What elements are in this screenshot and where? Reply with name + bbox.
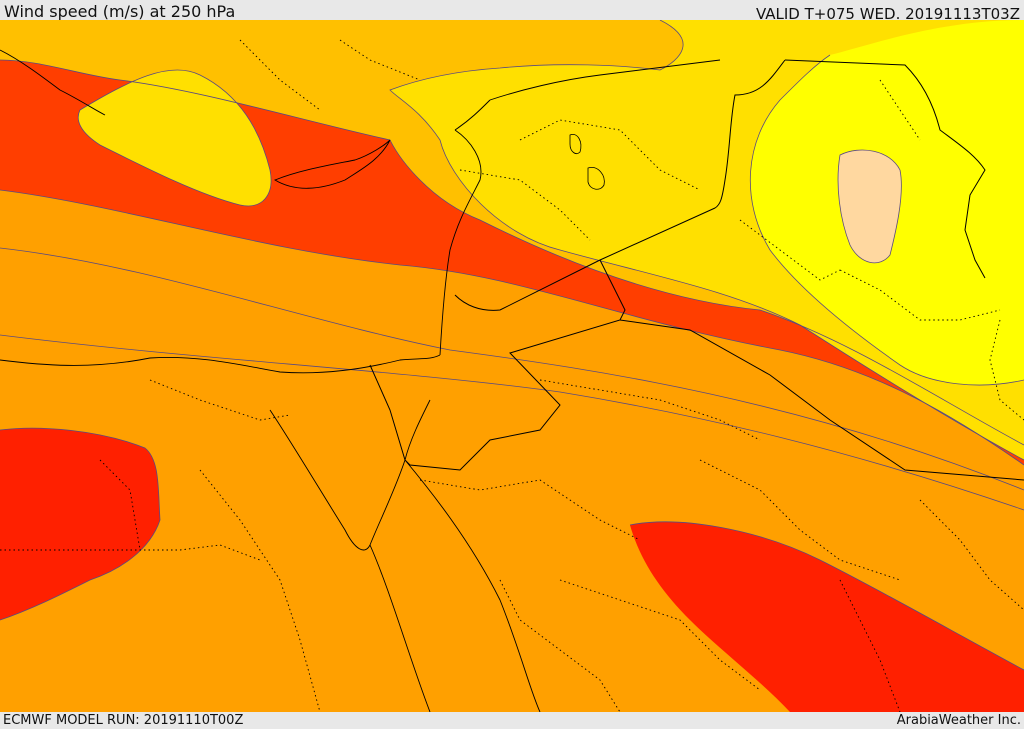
coastlines xyxy=(0,49,721,712)
header: Wind speed (m/s) at 250 hPa VALID T+075 … xyxy=(0,0,1024,23)
province-boundaries xyxy=(0,39,1024,712)
band-peach xyxy=(838,150,902,263)
credit: ArabiaWeather Inc. xyxy=(896,713,1021,728)
national-borders xyxy=(369,59,1024,481)
map-title: Wind speed (m/s) at 250 hPa xyxy=(4,2,236,21)
lakes xyxy=(569,134,605,190)
map-canvas xyxy=(0,20,1024,712)
band-gold-west xyxy=(78,69,272,206)
contour-lines xyxy=(0,20,1024,671)
wind-speed-map[interactable] xyxy=(0,20,1024,712)
model-run: ECMWF MODEL RUN: 20191110T00Z xyxy=(3,713,244,728)
band-red-west xyxy=(0,428,160,620)
band-red-east xyxy=(630,521,1024,712)
valid-time: VALID T+075 WED. 20191113T03Z xyxy=(755,5,1020,23)
footer: ECMWF MODEL RUN: 20191110T00Z ArabiaWeat… xyxy=(0,712,1024,729)
